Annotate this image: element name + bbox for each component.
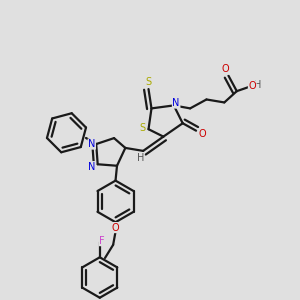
Text: O: O [222, 64, 229, 74]
Text: N: N [88, 139, 95, 149]
Text: O: O [248, 81, 256, 91]
Text: H: H [136, 153, 144, 163]
Text: N: N [88, 162, 95, 172]
Text: O: O [199, 129, 206, 139]
Text: S: S [146, 77, 152, 87]
Text: F: F [99, 236, 105, 246]
Text: N: N [172, 98, 180, 108]
Text: S: S [139, 123, 145, 133]
Text: O: O [112, 223, 119, 232]
Text: H: H [254, 80, 261, 90]
